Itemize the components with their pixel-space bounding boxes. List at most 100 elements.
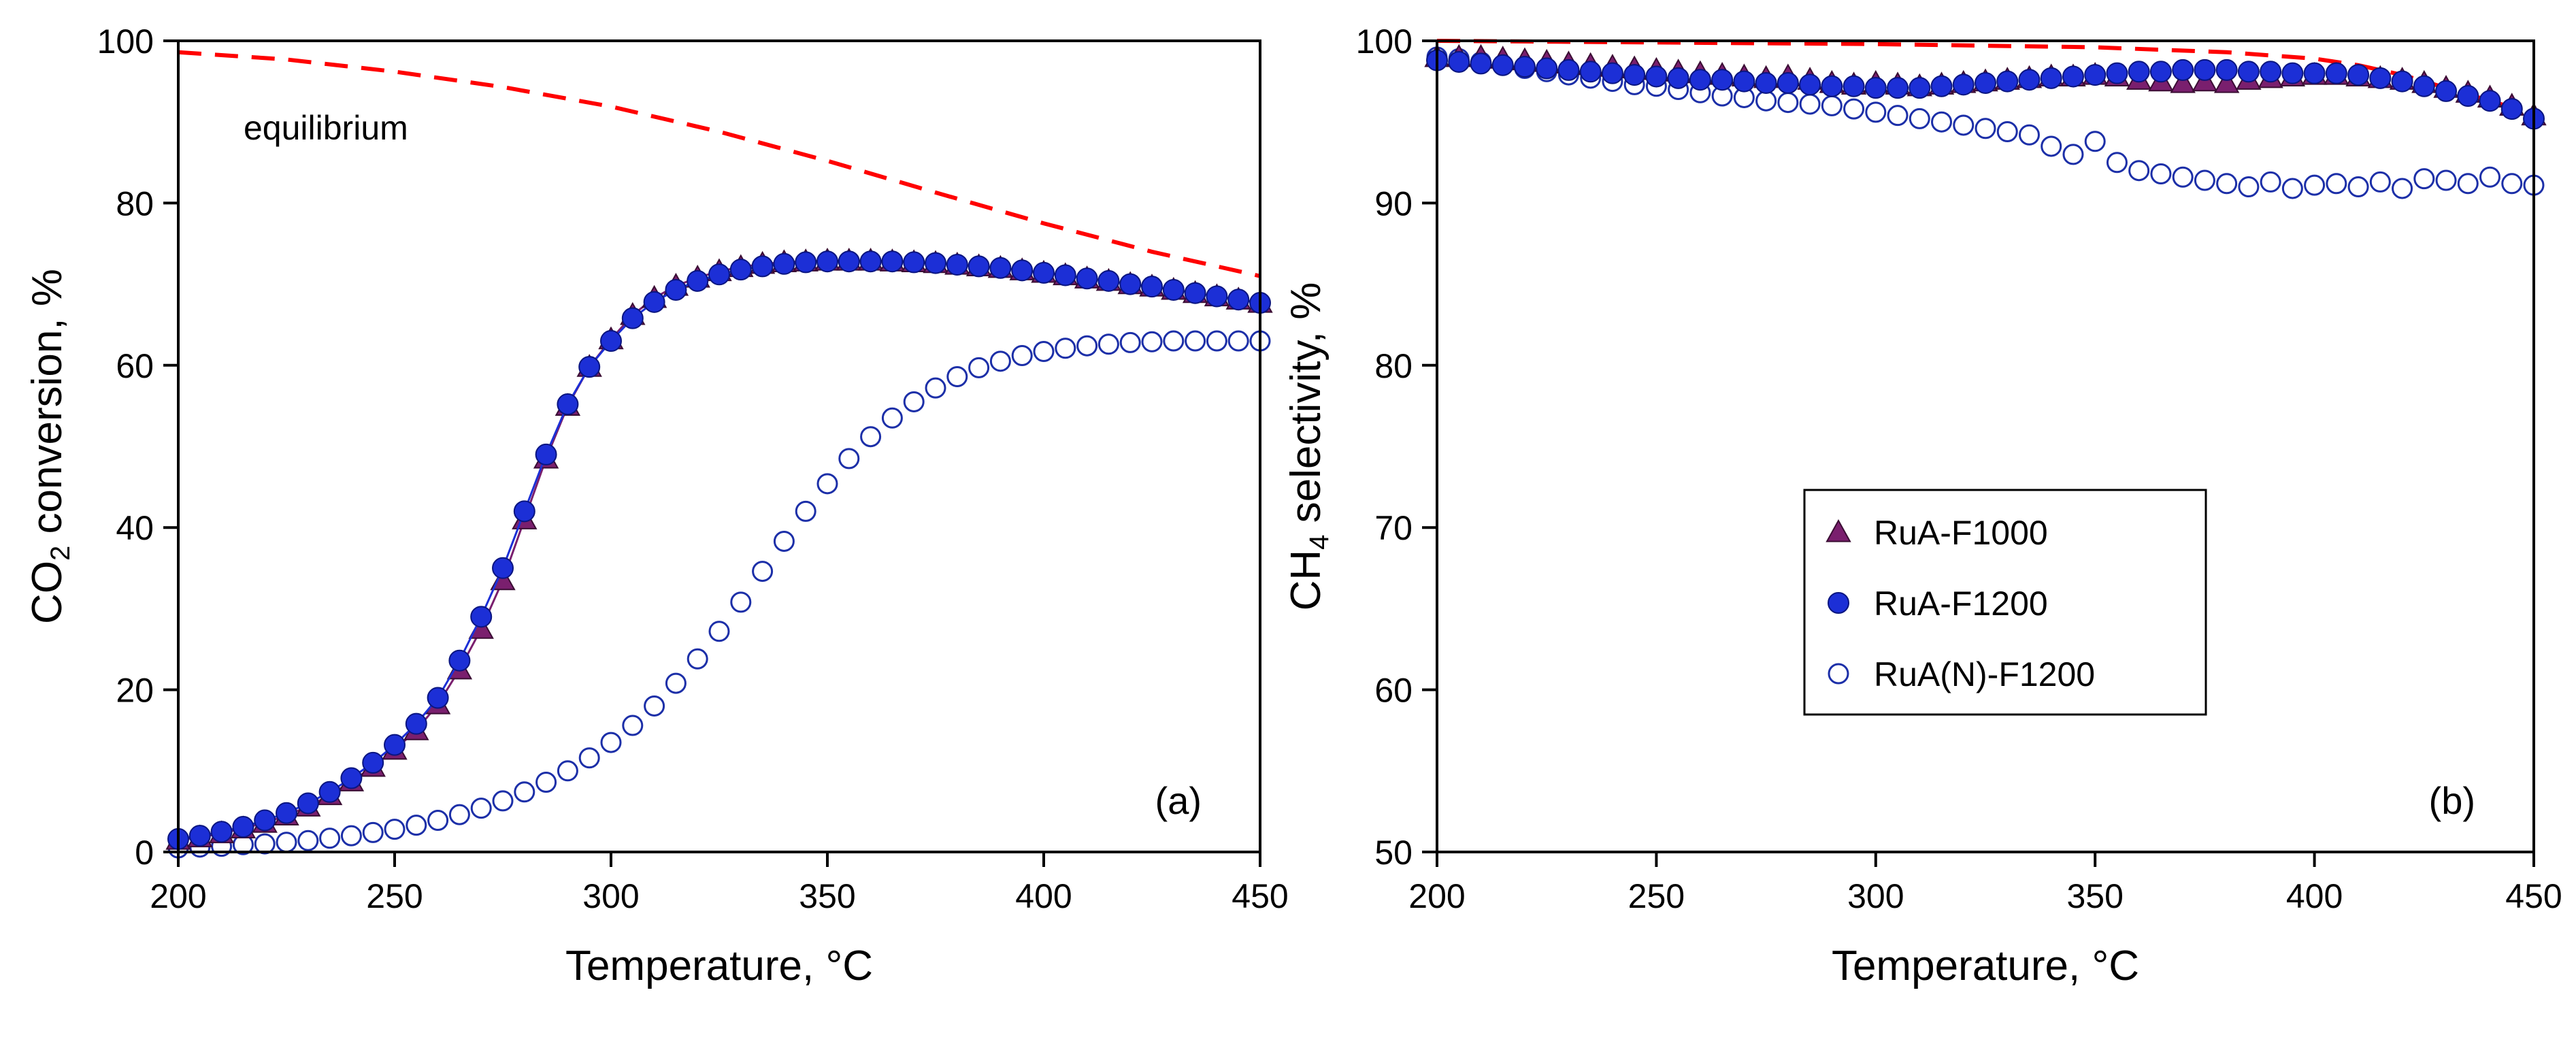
data-point xyxy=(1843,75,1865,97)
panel-label: (b) xyxy=(2429,779,2475,822)
data-point xyxy=(644,695,665,717)
y-tick-label: 60 xyxy=(116,347,154,385)
data-point xyxy=(535,443,557,465)
data-point xyxy=(2479,166,2501,188)
data-point xyxy=(1821,95,1843,116)
data-point xyxy=(1755,71,1777,94)
data-point xyxy=(1579,61,1602,83)
data-point xyxy=(1448,50,1470,73)
data-point xyxy=(903,251,925,274)
data-point xyxy=(470,798,492,819)
data-point xyxy=(2172,59,2194,81)
data-point xyxy=(621,307,644,329)
data-point xyxy=(405,712,427,735)
data-point xyxy=(860,426,882,448)
data-point xyxy=(989,257,1012,279)
data-point xyxy=(1799,93,1821,115)
series-RuA-F1200 xyxy=(1426,49,2545,130)
data-point xyxy=(1865,101,1887,123)
y-tick-label: 100 xyxy=(97,22,154,61)
data-point xyxy=(2501,173,2523,195)
data-point xyxy=(881,250,904,273)
data-point xyxy=(1491,54,1514,76)
data-point xyxy=(2172,166,2194,188)
data-point xyxy=(600,330,622,352)
data-point xyxy=(578,747,600,769)
data-point xyxy=(1141,331,1163,352)
data-point xyxy=(752,561,774,583)
legend-marker xyxy=(1828,592,1849,614)
data-point xyxy=(276,802,297,824)
data-point xyxy=(2084,64,2107,86)
y-tick-label: 60 xyxy=(1374,672,1413,710)
data-point xyxy=(2391,70,2413,93)
data-point xyxy=(795,500,816,522)
legend: RuA-F1000 RuA-F1200 RuA(N)-F1200 xyxy=(1803,489,2207,716)
data-point xyxy=(1055,338,1076,359)
x-tick-label: 300 xyxy=(582,877,639,915)
data-point xyxy=(1930,75,1953,97)
data-point xyxy=(2084,131,2106,152)
data-point xyxy=(1163,330,1185,352)
legend-label: RuA(N)-F1200 xyxy=(1874,655,2095,693)
plot-frame xyxy=(1436,39,2535,853)
data-point xyxy=(2238,176,2260,198)
data-point xyxy=(1227,289,1250,311)
data-point xyxy=(578,356,601,378)
data-point xyxy=(816,473,838,495)
data-point xyxy=(2281,62,2304,84)
equilibrium-annotation: equilibrium xyxy=(244,109,408,147)
x-tick-label: 250 xyxy=(1628,877,1685,915)
y-tick-label: 80 xyxy=(116,184,154,223)
data-point xyxy=(1843,98,1865,120)
legend-box xyxy=(1803,489,2207,716)
data-point xyxy=(1952,73,1975,96)
legend-label: RuA-F1000 xyxy=(1874,514,2048,552)
data-point xyxy=(319,827,341,849)
data-point xyxy=(925,252,946,274)
data-point xyxy=(1470,52,1492,75)
data-point xyxy=(1206,330,1227,352)
series-line xyxy=(178,259,1261,841)
legend-label: RuA-F1200 xyxy=(1874,585,2048,623)
data-point xyxy=(665,672,687,694)
data-point xyxy=(2500,98,2523,120)
data-point xyxy=(1513,56,1536,78)
data-point xyxy=(1097,333,1119,355)
data-point xyxy=(751,255,774,278)
data-point xyxy=(448,649,471,672)
data-point xyxy=(448,804,470,825)
x-tick-label: 450 xyxy=(2505,877,2562,915)
data-point xyxy=(1054,264,1076,286)
data-point xyxy=(838,250,860,273)
plot-frame xyxy=(177,39,1261,853)
data-point xyxy=(362,821,384,843)
data-point xyxy=(384,819,406,840)
series-line xyxy=(178,260,1261,840)
data-point xyxy=(2237,61,2260,83)
data-point xyxy=(210,821,233,843)
data-point xyxy=(535,771,557,793)
data-point xyxy=(1557,59,1580,81)
data-point xyxy=(1141,276,1163,298)
data-point xyxy=(1755,90,1777,112)
data-point xyxy=(989,350,1011,372)
data-point xyxy=(1162,278,1185,301)
data-point xyxy=(665,278,687,301)
data-point xyxy=(470,606,493,628)
data-point xyxy=(1011,259,1034,282)
legend-entry: RuA(N)-F1200 xyxy=(1828,655,2095,693)
data-point xyxy=(557,393,579,416)
data-point xyxy=(2106,152,2128,174)
data-point xyxy=(729,259,752,281)
data-point xyxy=(1667,67,1689,89)
data-point xyxy=(946,253,968,276)
x-tick-label: 400 xyxy=(2286,877,2343,915)
data-point xyxy=(492,557,514,579)
data-point xyxy=(1887,105,1909,127)
data-point xyxy=(254,833,276,855)
data-point xyxy=(643,291,665,313)
data-point xyxy=(2040,67,2062,89)
data-point xyxy=(2303,62,2326,84)
data-point xyxy=(297,830,319,851)
